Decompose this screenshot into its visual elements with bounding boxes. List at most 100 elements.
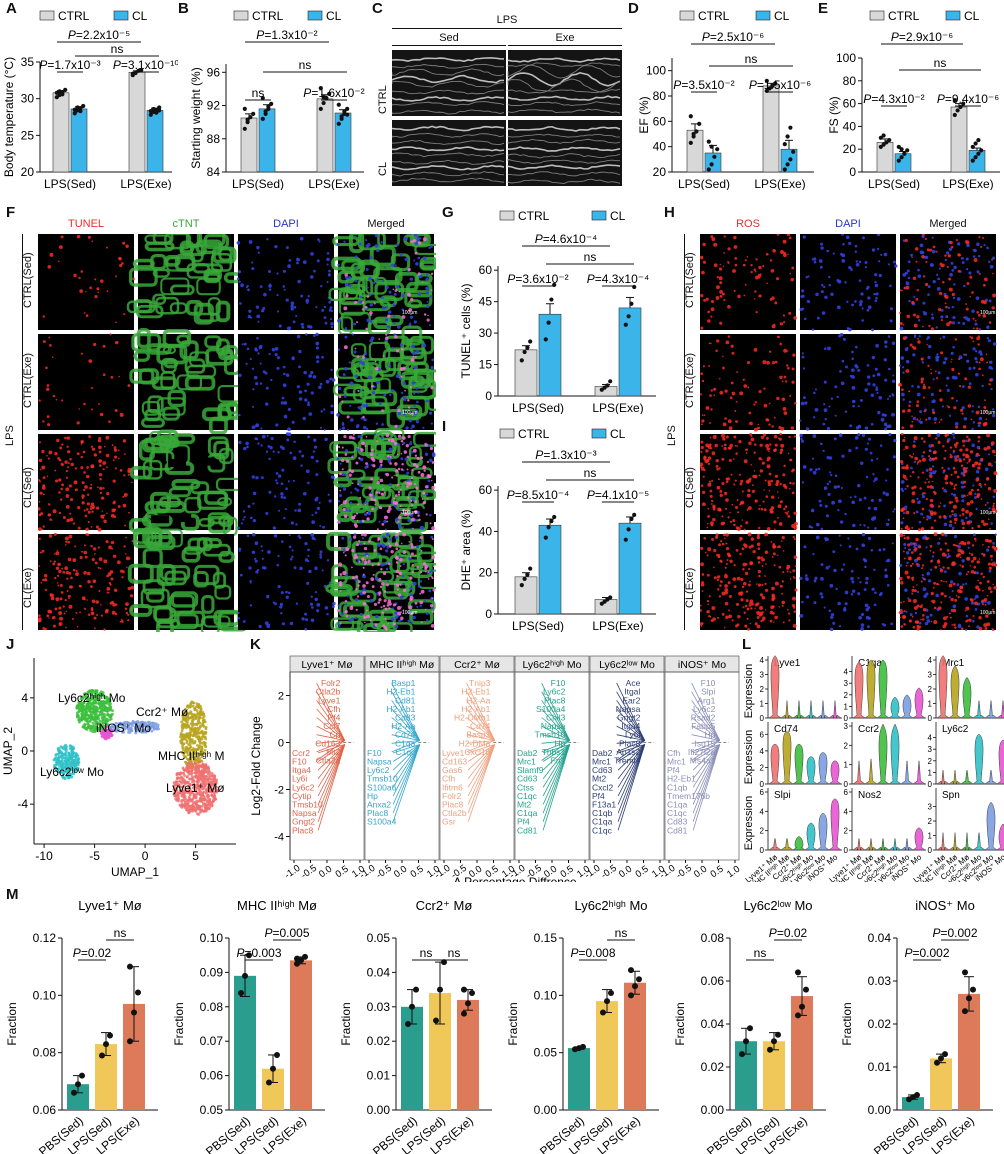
data-point <box>78 109 83 114</box>
h-scale-bar-2: 100μm <box>980 410 996 416</box>
stain-spot <box>770 268 775 273</box>
stain-spot <box>411 469 414 472</box>
umap-point <box>76 707 80 710</box>
h-row-ctrl-sed: CTRL(Sed) <box>684 252 696 308</box>
nucleus <box>385 549 389 553</box>
data-point <box>782 167 787 172</box>
stain-spot <box>430 272 434 275</box>
stain-spot <box>401 315 406 319</box>
nucleus <box>298 390 303 394</box>
nucleus <box>861 319 864 322</box>
stain-spot <box>938 291 943 296</box>
stain-spot <box>336 520 341 524</box>
stain-spot <box>913 436 918 441</box>
nucleus <box>859 581 862 584</box>
stain-spot <box>77 506 81 510</box>
nucleus <box>319 426 323 429</box>
stain-spot <box>947 553 950 555</box>
nucleus <box>292 456 297 460</box>
nucleus <box>974 356 978 361</box>
stain-spot <box>44 578 48 582</box>
stain-spot <box>53 553 56 555</box>
echo-trace <box>507 62 621 67</box>
nucleus <box>971 427 974 431</box>
nucleus <box>890 307 894 311</box>
stain-spot <box>715 349 718 352</box>
stain-spot <box>951 562 956 567</box>
stain-spot <box>74 545 77 548</box>
stain-spot <box>989 378 992 382</box>
legend-label: CTRL <box>698 9 730 23</box>
nucleus <box>356 488 360 492</box>
umap-point <box>87 723 91 727</box>
stain-spot <box>411 571 414 574</box>
stain-spot <box>916 624 920 628</box>
stain-spot <box>916 315 920 319</box>
umap-point <box>91 721 95 725</box>
nucleus <box>315 459 319 463</box>
nucleus <box>987 453 991 456</box>
stain-spot <box>700 445 704 450</box>
nucleus <box>272 526 276 530</box>
f-scale-bar-3: 100μm <box>402 510 418 516</box>
stain-spot <box>99 491 103 495</box>
stain-spot <box>904 570 909 575</box>
stain-spot <box>968 491 973 496</box>
echo-trace <box>392 159 505 165</box>
stain-spot <box>783 507 786 511</box>
stain-spot <box>749 599 754 603</box>
stain-spot <box>358 560 361 563</box>
stain-spot <box>742 263 746 267</box>
echo-trace <box>507 101 621 107</box>
nucleus <box>358 242 362 246</box>
nucleus <box>957 242 961 246</box>
stain-spot <box>381 611 384 614</box>
stain-spot <box>756 624 761 629</box>
nucleus <box>845 365 848 369</box>
stain-spot <box>963 471 966 475</box>
stain-spot <box>65 487 70 492</box>
nucleus <box>383 519 387 524</box>
stain-spot <box>371 384 374 388</box>
stain-spot <box>41 528 44 531</box>
significance-label: ns <box>111 42 124 56</box>
stain-spot <box>789 481 792 485</box>
stain-spot <box>960 550 965 555</box>
stain-spot <box>965 453 969 457</box>
nucleus <box>887 335 891 338</box>
nucleus <box>409 277 414 281</box>
nucleus <box>290 307 294 311</box>
stain-spot <box>733 245 738 249</box>
stain-spot <box>127 586 132 591</box>
stain-spot <box>70 462 74 467</box>
stain-spot <box>106 512 108 515</box>
nucleus <box>867 382 871 386</box>
nucleus <box>319 550 323 554</box>
stain-spot <box>927 480 930 483</box>
stain-spot <box>748 411 752 415</box>
nucleus <box>801 289 805 293</box>
significance-label: P=8.5x10⁻⁴ <box>507 488 570 502</box>
stain-spot <box>98 445 102 450</box>
x-tick-label: LPS(Exe) <box>754 177 805 190</box>
stain-spot <box>917 476 920 479</box>
nucleus <box>844 281 847 284</box>
nucleus <box>804 574 808 577</box>
echo-image <box>507 50 622 116</box>
stain-spot <box>774 581 779 586</box>
umap-cluster <box>75 688 114 733</box>
data-point <box>706 139 711 144</box>
tissue-fiber <box>129 604 153 617</box>
stain-spot <box>365 581 369 585</box>
stain-spot <box>51 356 54 358</box>
stain-spot <box>395 547 399 551</box>
nucleus <box>359 612 363 616</box>
tissue-fiber <box>368 341 391 361</box>
stain-spot <box>944 302 947 305</box>
nucleus <box>805 595 810 599</box>
nucleus <box>836 485 840 489</box>
nucleus <box>872 473 875 476</box>
stain-spot <box>722 533 726 537</box>
stain-spot <box>710 523 714 527</box>
stain-spot <box>911 578 914 582</box>
